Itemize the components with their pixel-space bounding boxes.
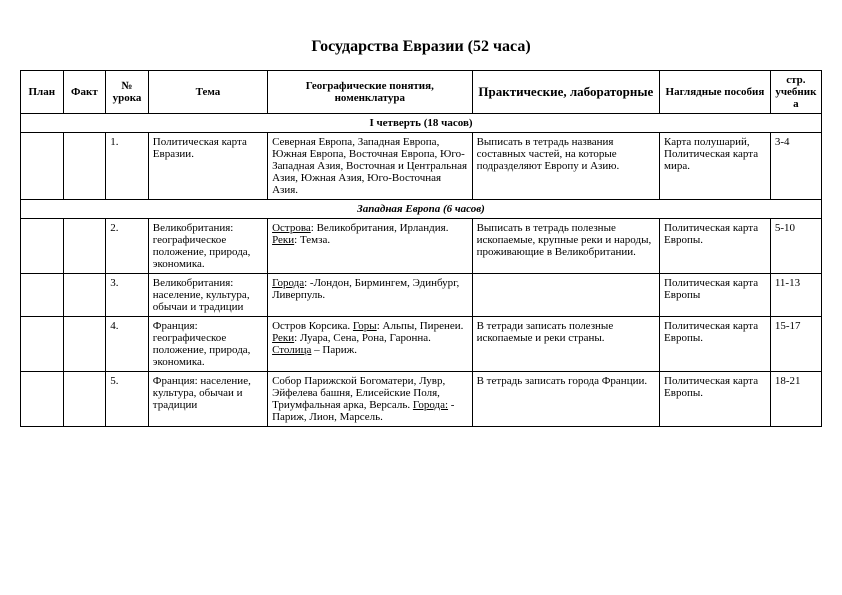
cell-plan — [21, 219, 64, 274]
cell-aids: Политическая карта Европы. — [660, 372, 771, 427]
cell-aids: Карта полушарий, Политическая карта мира… — [660, 133, 771, 200]
cell-theme: Франция: географическое положение, приро… — [148, 317, 267, 372]
table-body: I четверть (18 часов)1.Политическая карт… — [21, 114, 822, 427]
table-row: 5.Франция: население, культура, обычаи и… — [21, 372, 822, 427]
cell-num: 2. — [106, 219, 149, 274]
table-header-row: План Факт № урока Тема Географические по… — [21, 71, 822, 114]
col-practical: Практические, лабораторные — [472, 71, 659, 114]
cell-theme: Великобритания: географическое положение… — [148, 219, 267, 274]
cell-practical: В тетради записать полезные ископаемые и… — [472, 317, 659, 372]
cell-concepts: Остров Корсика. Горы: Альпы, Пиренеи. Ре… — [268, 317, 473, 372]
table-row: 1.Политическая карта Евразии.Северная Ев… — [21, 133, 822, 200]
cell-plan — [21, 372, 64, 427]
cell-aids: Политическая карта Европы. — [660, 317, 771, 372]
cell-page: 18-21 — [770, 372, 821, 427]
cell-page: 15-17 — [770, 317, 821, 372]
col-theme: Тема — [148, 71, 267, 114]
cell-fact — [63, 219, 106, 274]
cell-plan — [21, 133, 64, 200]
col-concepts: Географические понятия, номенклатура — [268, 71, 473, 114]
section-row: Западная Европа (6 часов) — [21, 200, 822, 219]
table-row: 2.Великобритания: географическое положен… — [21, 219, 822, 274]
table-row: 3.Великобритания: население, культура, о… — [21, 274, 822, 317]
cell-concepts: Города: -Лондон, Бирмингем, Эдинбург, Ли… — [268, 274, 473, 317]
table-row: 4.Франция: географическое положение, при… — [21, 317, 822, 372]
page-title: Государства Евразии (52 часа) — [20, 38, 822, 56]
cell-page: 11-13 — [770, 274, 821, 317]
cell-fact — [63, 133, 106, 200]
cell-page: 5-10 — [770, 219, 821, 274]
cell-practical: Выписать в тетрадь названия составных ча… — [472, 133, 659, 200]
cell-aids: Политическая карта Европы. — [660, 219, 771, 274]
cell-fact — [63, 317, 106, 372]
cell-theme: Франция: население, культура, обычаи и т… — [148, 372, 267, 427]
col-num: № урока — [106, 71, 149, 114]
cell-num: 1. — [106, 133, 149, 200]
cell-practical: Выписать в тетрадь полезные ископаемые, … — [472, 219, 659, 274]
cell-num: 4. — [106, 317, 149, 372]
cell-plan — [21, 274, 64, 317]
cell-aids: Политическая карта Европы — [660, 274, 771, 317]
cell-plan — [21, 317, 64, 372]
cell-concepts: Острова: Великобритания, Ирландия. Реки:… — [268, 219, 473, 274]
lesson-plan-table: План Факт № урока Тема Географические по… — [20, 70, 822, 427]
cell-concepts: Северная Европа, Западная Европа, Южная … — [268, 133, 473, 200]
col-fact: Факт — [63, 71, 106, 114]
col-plan: План — [21, 71, 64, 114]
cell-fact — [63, 274, 106, 317]
cell-page: 3-4 — [770, 133, 821, 200]
cell-theme: Политическая карта Евразии. — [148, 133, 267, 200]
cell-theme: Великобритания: население, культура, обы… — [148, 274, 267, 317]
cell-fact — [63, 372, 106, 427]
col-page: стр. учебника — [770, 71, 821, 114]
cell-num: 3. — [106, 274, 149, 317]
section-row: I четверть (18 часов) — [21, 114, 822, 133]
col-aids: Наглядные пособия — [660, 71, 771, 114]
cell-concepts: Собор Парижской Богоматери, Лувр, Эйфеле… — [268, 372, 473, 427]
cell-practical: В тетрадь записать города Франции. — [472, 372, 659, 427]
cell-practical — [472, 274, 659, 317]
cell-num: 5. — [106, 372, 149, 427]
